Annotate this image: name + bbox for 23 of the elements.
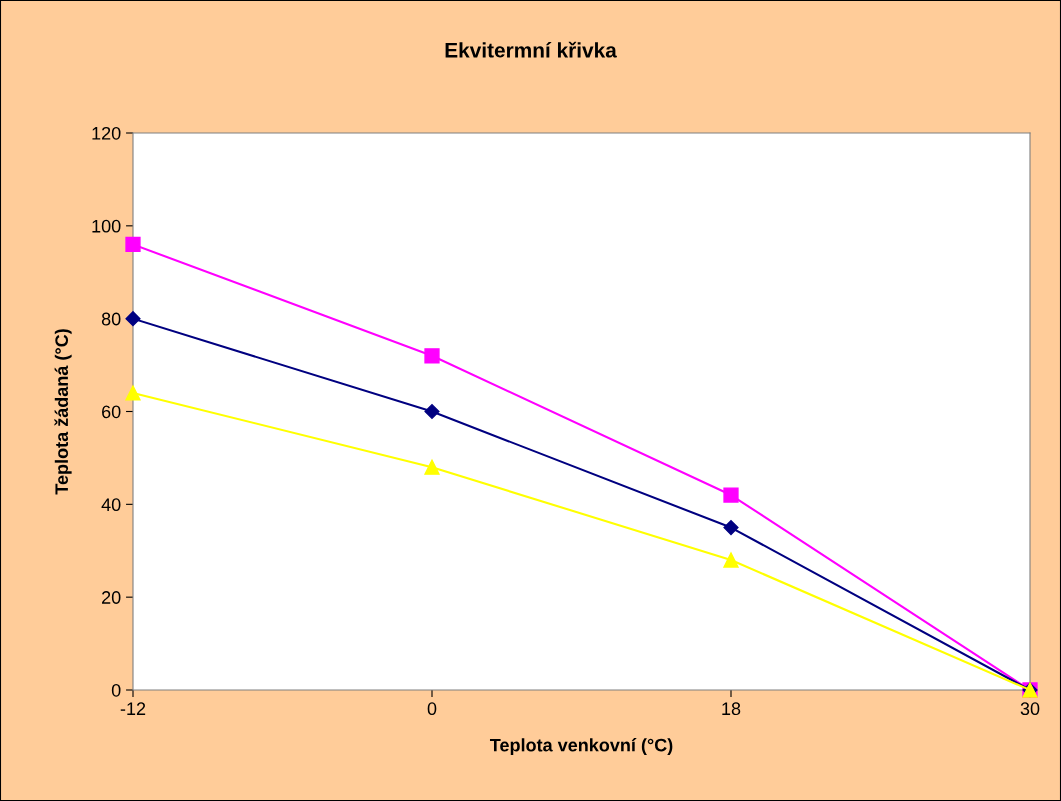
point bbox=[723, 487, 739, 503]
x-tick-label: -12 bbox=[120, 702, 146, 715]
point bbox=[723, 552, 739, 568]
point bbox=[125, 311, 141, 327]
y-tick-label: 60 bbox=[102, 405, 121, 419]
point bbox=[424, 348, 440, 364]
y-tick-label: 80 bbox=[101, 312, 121, 326]
y-tick-label: 100 bbox=[92, 219, 121, 233]
y-tick-label: 0 bbox=[111, 683, 121, 697]
point bbox=[723, 519, 739, 536]
y-tick-label: 40 bbox=[101, 498, 121, 512]
y-tick-label: 120 bbox=[92, 126, 121, 140]
x-tick-label: 18 bbox=[722, 702, 741, 716]
x-tick-label: 0 bbox=[427, 702, 437, 716]
chart-title: Ekvitermní křivka bbox=[445, 41, 617, 58]
point bbox=[424, 403, 440, 420]
y-axis-title: Teplota žádaná (°C) bbox=[54, 329, 72, 495]
x-axis-title: Teplota venkovní (°C) bbox=[489, 738, 673, 756]
point bbox=[125, 385, 141, 401]
x-tick-label: 30 bbox=[1020, 702, 1040, 716]
point bbox=[424, 459, 440, 475]
point bbox=[125, 236, 141, 253]
y-tick-label: 20 bbox=[102, 591, 121, 604]
